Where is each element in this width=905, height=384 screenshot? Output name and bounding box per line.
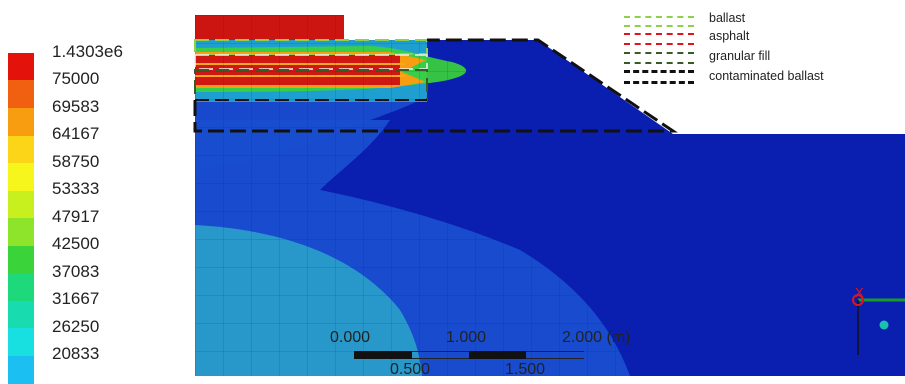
legend-value: 64167 (52, 124, 100, 143)
legend-value: 20833 (52, 344, 100, 363)
scale-label: 2.000 (m) (562, 329, 631, 346)
legend-value: 42500 (52, 234, 100, 253)
scale-segment (412, 351, 469, 359)
scale-segment (354, 351, 412, 359)
legend-value: 1.4303e6 (52, 42, 123, 61)
mesh-grid (195, 15, 905, 376)
legend-swatch (8, 356, 34, 384)
legend-value: 37083 (52, 262, 100, 281)
asphalt-outline (194, 54, 428, 70)
legend-value: 69583 (52, 97, 100, 116)
legend-swatch (8, 328, 34, 356)
key-line-contaminated-ballast (624, 70, 694, 73)
legend-swatch (8, 80, 34, 108)
granular-fill-outline (194, 69, 428, 101)
key-label: contaminated ballast (709, 69, 824, 83)
legend-value: 58750 (52, 152, 100, 171)
x-axis-label: X (855, 285, 864, 300)
key-line-granular-fill-bottom (624, 62, 694, 64)
axis-triad[interactable]: X (848, 285, 905, 355)
scale-label: 0.000 (330, 329, 371, 346)
legend-value: 26250 (52, 317, 100, 336)
legend-value: 75000 (52, 69, 100, 88)
scale-label: 1.500 (505, 361, 546, 378)
legend-swatch (8, 218, 34, 246)
key-label: ballast (709, 11, 746, 25)
legend-swatch (8, 53, 34, 81)
key-line-asphalt (624, 33, 694, 35)
legend-value: 47917 (52, 207, 100, 226)
scale-segment (469, 351, 526, 359)
color-legend: 1.4303e6 75000 69583 64167 58750 53333 4… (0, 0, 190, 384)
key-line-ballast (624, 16, 694, 18)
scale-bar: 0.000 1.000 2.000 (m) 0.500 1.500 (330, 327, 650, 378)
material-key: ballast asphalt granular fill contaminat… (620, 6, 900, 86)
scale-label: 1.000 (446, 329, 487, 346)
simulation-viewport[interactable] (190, 0, 905, 376)
key-line-ballast-bottom (624, 25, 694, 27)
scale-segment (526, 351, 584, 359)
contaminated-ballast-outline (193, 38, 678, 133)
key-line-contaminated-ballast-bottom (624, 81, 694, 84)
legend-swatch (8, 136, 34, 164)
legend-value: 31667 (52, 289, 100, 308)
axis-origin (852, 294, 864, 306)
key-line-asphalt-bottom (624, 43, 694, 45)
key-label: granular fill (709, 49, 771, 63)
legend-swatch (8, 273, 34, 301)
scale-label: 0.500 (390, 361, 431, 378)
legend-swatch (8, 246, 34, 274)
key-label: asphalt (709, 29, 750, 43)
legend-value: 53333 (52, 179, 100, 198)
legend-swatch (8, 108, 34, 136)
ballast-outline (194, 39, 428, 55)
legend-swatch (8, 301, 34, 329)
legend-swatch (8, 163, 34, 191)
key-line-granular-fill (624, 52, 694, 54)
legend-swatch (8, 191, 34, 219)
z-axis-sphere (879, 320, 889, 330)
